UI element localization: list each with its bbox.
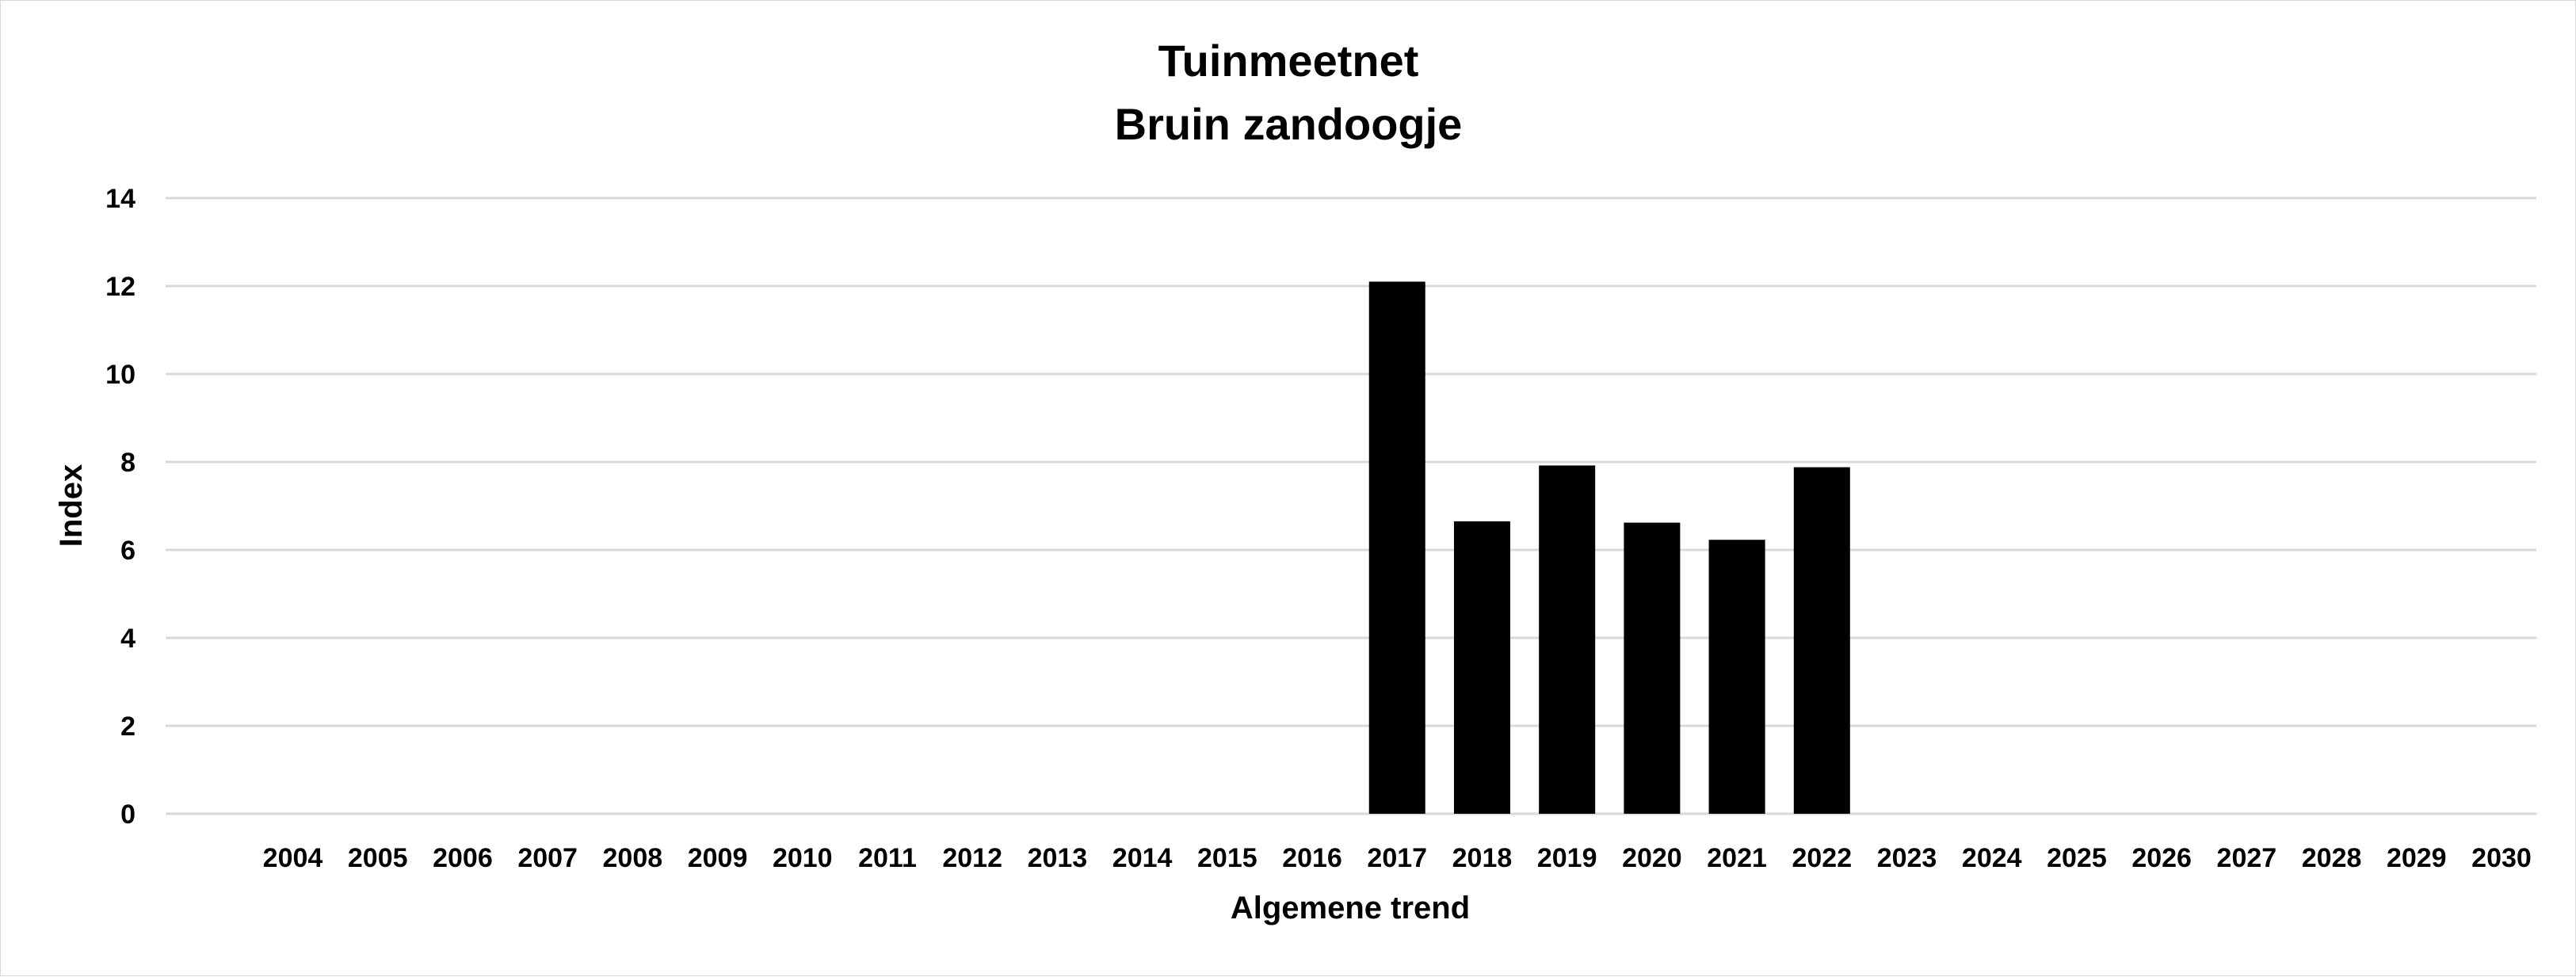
- x-tick-label: 2020: [1622, 843, 1682, 873]
- x-tick-label: 2016: [1282, 843, 1342, 873]
- bar-2021: [1708, 540, 1765, 814]
- y-tick-label: 10: [105, 360, 135, 390]
- x-tick-label: 2008: [603, 843, 663, 873]
- x-tick-label: 2019: [1537, 843, 1597, 873]
- x-tick-label: 2013: [1028, 843, 1088, 873]
- bar-2018: [1453, 521, 1510, 814]
- y-tick-label: 14: [105, 184, 135, 214]
- x-tick-label: 2010: [773, 843, 833, 873]
- x-tick-label: 2021: [1707, 843, 1767, 873]
- bar-2022: [1793, 467, 1850, 814]
- x-axis-tick-labels: 2004 2005 2006 2007 2008 2009 2010 2011 2012 2013…: [263, 843, 2532, 873]
- x-tick-label: 2025: [2047, 843, 2107, 873]
- x-tick-label: 2012: [942, 843, 1002, 873]
- y-tick-label: 12: [105, 272, 135, 302]
- chart-title-line-2: Bruin zandoogje: [1115, 99, 1463, 149]
- y-axis-tick-labels: 0 2 4 6 8 10 12 14: [105, 184, 135, 830]
- y-tick-label: 6: [120, 536, 135, 566]
- x-tick-label: 2030: [2471, 843, 2532, 873]
- y-tick-label: 8: [120, 448, 135, 478]
- x-tick-label: 2018: [1452, 843, 1513, 873]
- x-tick-label: 2023: [1877, 843, 1937, 873]
- x-tick-label: 2027: [2217, 843, 2277, 873]
- bar-2019: [1539, 465, 1596, 814]
- bar-2020: [1624, 522, 1681, 814]
- x-tick-label: 2026: [2131, 843, 2192, 873]
- x-tick-label: 2011: [858, 843, 917, 873]
- x-tick-label: 2022: [1792, 843, 1852, 873]
- x-tick-label: 2006: [433, 843, 493, 873]
- chart-title-line-1: Tuinmeetnet: [1158, 36, 1419, 86]
- x-tick-label: 2009: [688, 843, 748, 873]
- gridlines: [166, 197, 2536, 815]
- x-tick-label: 2017: [1367, 843, 1427, 873]
- x-tick-label: 2015: [1197, 843, 1257, 873]
- x-tick-label: 2028: [2302, 843, 2362, 873]
- x-tick-label: 2024: [1962, 843, 2022, 873]
- y-tick-label: 2: [120, 712, 135, 742]
- x-tick-label: 2014: [1112, 843, 1173, 873]
- x-tick-label: 2029: [2387, 843, 2447, 873]
- y-tick-label: 4: [120, 624, 135, 654]
- y-axis-title: Index: [54, 464, 89, 547]
- x-tick-label: 2007: [517, 843, 578, 873]
- x-tick-label: 2005: [348, 843, 408, 873]
- chart-title: Tuinmeetnet Bruin zandoogje: [1115, 36, 1463, 149]
- x-axis-title: Algemene trend: [1231, 891, 1470, 925]
- x-tick-label: 2004: [263, 843, 323, 873]
- bar-2017: [1368, 281, 1425, 814]
- y-tick-label: 0: [120, 800, 135, 830]
- bars: [1368, 281, 1850, 814]
